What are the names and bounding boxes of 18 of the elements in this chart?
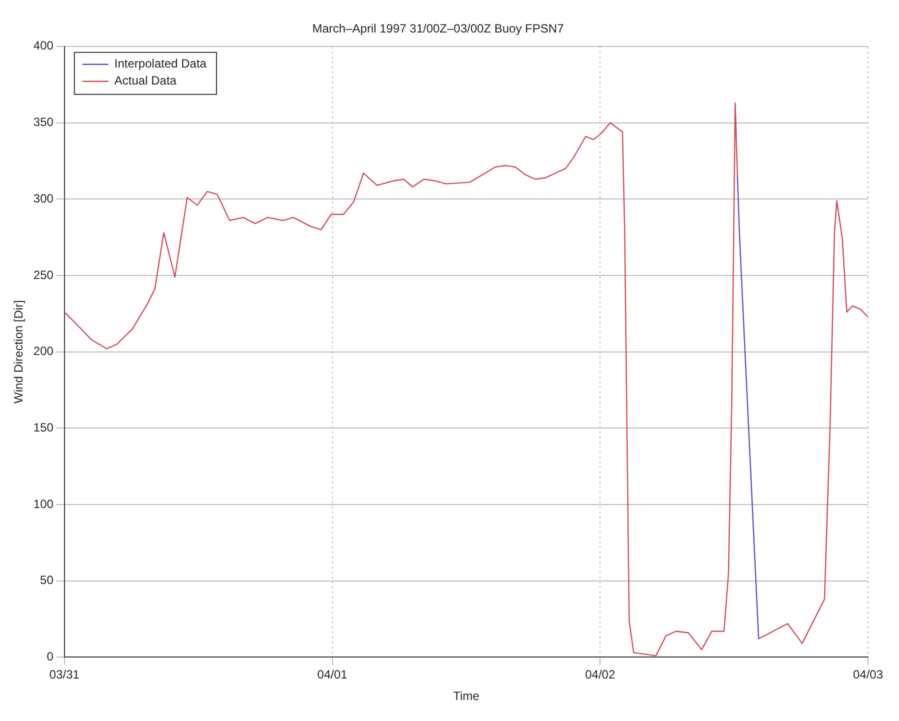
x-tick-label: 04/03 <box>852 668 884 682</box>
legend-label: Actual Data <box>114 74 177 88</box>
y-tick-label: 150 <box>33 420 54 434</box>
y-tick-label: 200 <box>33 344 54 358</box>
x-tick-label: 03/31 <box>49 668 80 682</box>
x-axis-title: Time <box>453 689 480 704</box>
y-tick-label: 400 <box>33 38 54 53</box>
y-axis-title: Wind Direction [Dir] <box>12 300 26 404</box>
y-tick-label: 50 <box>40 573 54 588</box>
y-tick-label: 300 <box>33 191 54 206</box>
y-tick-label: 250 <box>33 268 54 282</box>
x-tick-label: 04/01 <box>317 668 348 682</box>
x-tick-label: 04/02 <box>585 668 616 682</box>
y-tick-label: 350 <box>33 115 54 130</box>
legend-label: Interpolated Data <box>114 56 207 71</box>
chart-title: March–April 1997 31/00Z–03/00Z Buoy FPSN7 <box>312 22 564 36</box>
y-tick-label: 100 <box>33 496 54 511</box>
y-tick-label: 0 <box>46 650 54 664</box>
